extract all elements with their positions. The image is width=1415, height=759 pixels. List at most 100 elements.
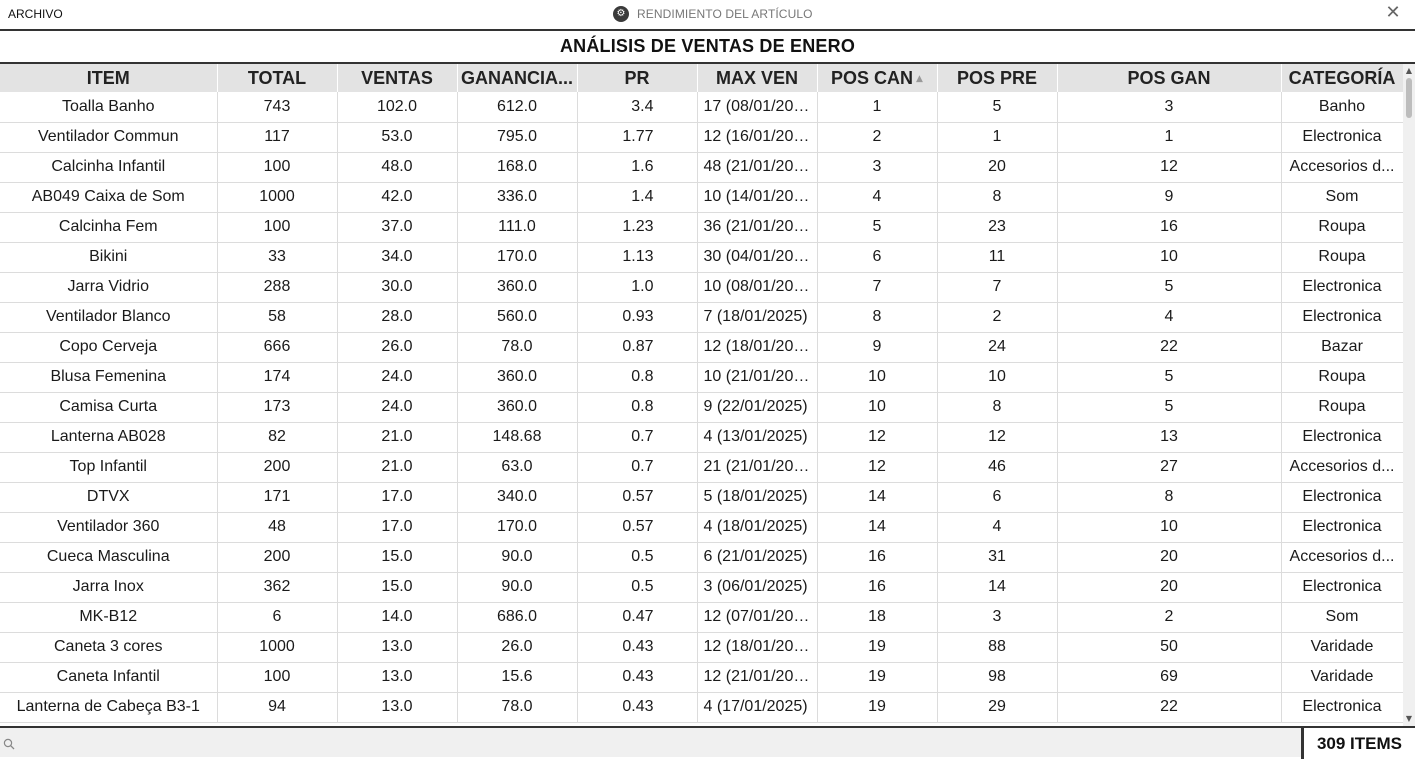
table-row[interactable]: Ventilador Blanco 58 28.0 560.0 0.93 7 (18/01… [0, 302, 1403, 333]
column-header[interactable]: ITEM [0, 64, 218, 92]
table-row[interactable]: Copo Cerveja 666 26.0 78.0 0.87 12 (18/01/202… [0, 332, 1403, 363]
table-cell: 795.0 [457, 122, 578, 153]
table-cell: 13.0 [337, 692, 458, 723]
vertical-scrollbar[interactable]: ▲ ▼ [1403, 64, 1415, 726]
table-row[interactable]: Caneta 3 cores 1000 13.0 26.0 0.43 12 (18/01/… [0, 632, 1403, 663]
table-cell: 28.0 [337, 302, 458, 333]
table-header-row: ITEM TOTAL VENTAS GANANCIA... PR MAX VEN POS C… [0, 64, 1403, 92]
column-header[interactable]: PR [577, 64, 698, 92]
table-cell: 18 [817, 602, 938, 633]
column-header-label: PR [624, 67, 650, 88]
table-row[interactable]: Jarra Vidrio 288 30.0 360.0 1.0 10 (08/01/202… [0, 272, 1403, 303]
table-cell: 5 [1057, 272, 1282, 303]
table-cell: Varidade [1281, 662, 1403, 693]
table-row[interactable]: DTVX 171 17.0 340.0 0.57 5 (18/01/2025) 14 6 8 El… [0, 482, 1403, 513]
table-cell: Electronica [1281, 272, 1403, 303]
table-cell: 4 [1057, 302, 1282, 333]
table-cell: Cueca Masculina [0, 542, 218, 573]
table-cell: 12 (16/01/202... [697, 122, 818, 153]
table-cell: 1.13 [577, 242, 698, 273]
table-cell: 21 (21/01/202... [697, 452, 818, 483]
column-header[interactable]: POS PRE [937, 64, 1058, 92]
table-cell: 1.23 [577, 212, 698, 243]
table-cell: 0.57 [577, 482, 698, 513]
table-row[interactable]: Caneta Infantil 100 13.0 15.6 0.43 12 (21/01/… [0, 662, 1403, 693]
table-cell: 171 [217, 482, 338, 513]
table-cell: 100 [217, 152, 338, 183]
table-row[interactable]: Ventilador 360 48 17.0 170.0 0.57 4 (18/01/20… [0, 512, 1403, 543]
table-cell: 5 (18/01/2025) [697, 482, 818, 513]
table-cell: MK-B12 [0, 602, 218, 633]
column-header[interactable]: TOTAL [217, 64, 338, 92]
table-cell: 1.4 [577, 182, 698, 213]
scroll-down-arrow-icon[interactable]: ▼ [1405, 714, 1413, 723]
table-row[interactable]: Calcinha Fem 100 37.0 111.0 1.23 36 (21/01/20… [0, 212, 1403, 243]
table-cell: 3.4 [577, 92, 698, 123]
column-header[interactable]: VENTAS [337, 64, 458, 92]
table-cell: 94 [217, 692, 338, 723]
table-cell: 29 [937, 692, 1058, 723]
table-cell: 16 [817, 572, 938, 603]
table-cell: 4 [937, 512, 1058, 543]
table-cell: 69 [1057, 662, 1282, 693]
table-cell: 170.0 [457, 512, 578, 543]
table-cell: 20 [1057, 542, 1282, 573]
table-cell: 10 [817, 362, 938, 393]
column-header[interactable]: POS CAN ▲ [817, 64, 938, 92]
table-cell: 90.0 [457, 542, 578, 573]
table-cell: 48 [217, 512, 338, 543]
table-cell: 9 (22/01/2025) [697, 392, 818, 423]
table-row[interactable]: Toalla Banho 743 102.0 612.0 3.4 17 (08/01/20… [0, 92, 1403, 123]
table-cell: 174 [217, 362, 338, 393]
table-cell: 42.0 [337, 182, 458, 213]
sort-ascending-icon: ▲ [916, 73, 923, 84]
table-row[interactable]: Camisa Curta 173 24.0 360.0 0.8 9 (22/01/2025… [0, 392, 1403, 423]
table-row[interactable]: Lanterna de Cabeça B3-1 94 13.0 78.0 0.43 4 (… [0, 692, 1403, 723]
table-cell: 78.0 [457, 332, 578, 363]
table-row[interactable]: Blusa Femenina 174 24.0 360.0 0.8 10 (21/01/2… [0, 362, 1403, 393]
report-title: ANÁLISIS DE VENTAS DE ENERO [559, 36, 856, 56]
table-cell: 12 (07/01/202... [697, 602, 818, 633]
table-cell: 22 [1057, 332, 1282, 363]
table-cell: 31 [937, 542, 1058, 573]
table-cell: Ventilador 360 [0, 512, 218, 543]
menu-archivo[interactable]: ARCHIVO [8, 7, 63, 21]
table-cell: Accesorios d... [1281, 152, 1403, 183]
scroll-up-arrow-icon[interactable]: ▲ [1405, 66, 1413, 75]
scrollbar-thumb[interactable] [1406, 78, 1412, 118]
column-header[interactable]: CATEGORÍA [1281, 64, 1403, 92]
table-row[interactable]: Lanterna AB028 82 21.0 148.68 0.7 4 (13/01/20… [0, 422, 1403, 453]
table-cell: 24 [937, 332, 1058, 363]
table-row[interactable]: Jarra Inox 362 15.0 90.0 0.5 3 (06/01/2025) 16… [0, 572, 1403, 603]
table-row[interactable]: Calcinha Infantil 100 48.0 168.0 1.6 48 (21/0… [0, 152, 1403, 183]
table-row[interactable]: AB049 Caixa de Som 1000 42.0 336.0 1.4 10 (14… [0, 182, 1403, 213]
table-cell: Ventilador Blanco [0, 302, 218, 333]
column-header[interactable]: POS GAN [1057, 64, 1282, 92]
search-input[interactable] [18, 732, 1288, 754]
table-cell: 8 [937, 392, 1058, 423]
table-cell: 63.0 [457, 452, 578, 483]
window-title-group: ⚙ RENDIMIENTO DEL ARTÍCULO [613, 5, 813, 23]
table-cell: 200 [217, 452, 338, 483]
table-cell: 100 [217, 662, 338, 693]
table-cell: 4 (13/01/2025) [697, 422, 818, 453]
table-cell: 36 (21/01/202... [697, 212, 818, 243]
table-cell: 1 [1057, 122, 1282, 153]
table-cell: 666 [217, 332, 338, 363]
table-row[interactable]: Ventilador Commun 117 53.0 795.0 1.77 12 (16/… [0, 122, 1403, 153]
column-header[interactable]: GANANCIA... [457, 64, 578, 92]
table-row[interactable]: Cueca Masculina 200 15.0 90.0 0.5 6 (21/01/20… [0, 542, 1403, 573]
table-cell: 26.0 [457, 632, 578, 663]
table-cell: 12 [817, 452, 938, 483]
table-row[interactable]: Top Infantil 200 21.0 63.0 0.7 21 (21/01/202.… [0, 452, 1403, 483]
table-row[interactable]: MK-B12 6 14.0 686.0 0.47 12 (07/01/202... 18 3 2… [0, 602, 1403, 633]
table-cell: 17 (08/01/202... [697, 92, 818, 123]
table-cell: Electronica [1281, 302, 1403, 333]
table-row[interactable]: Bikini 33 34.0 170.0 1.13 30 (04/01/202... 6 11… [0, 242, 1403, 273]
close-icon[interactable]: ✕ [1385, 2, 1401, 23]
table-cell: 82 [217, 422, 338, 453]
title-bar: ARCHIVO ⚙ RENDIMIENTO DEL ARTÍCULO ✕ [0, 0, 1415, 29]
column-header[interactable]: MAX VEN [697, 64, 818, 92]
table-cell: 6 [817, 242, 938, 273]
table-cell: 336.0 [457, 182, 578, 213]
